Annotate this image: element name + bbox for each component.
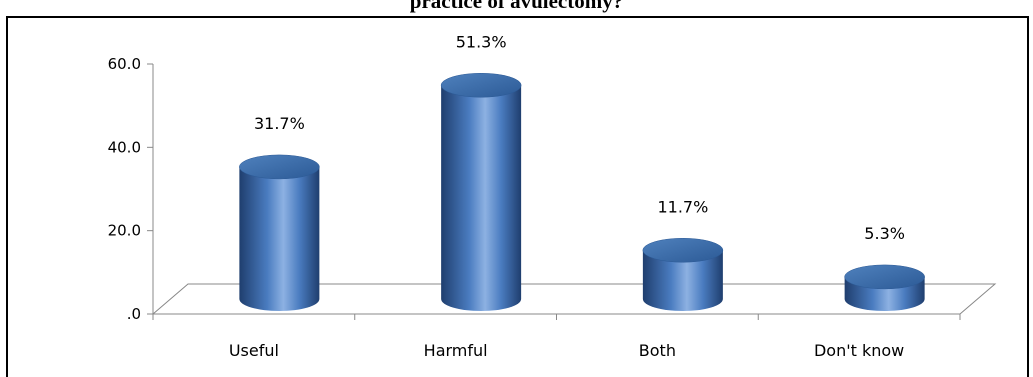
- bar: [642, 238, 724, 311]
- x-category-label: Don't know: [814, 341, 904, 360]
- y-tick-label: .0: [127, 305, 141, 323]
- bar-cap: [239, 154, 320, 180]
- axis-layer: .0 20.0 40.0 60.0: [108, 55, 961, 323]
- bar: [844, 264, 925, 311]
- floor-plane: [151, 283, 997, 315]
- bar-body: [239, 166, 320, 311]
- bar: [239, 154, 320, 311]
- chart-frame: [6, 16, 1029, 377]
- bar: [440, 73, 522, 311]
- bar-body: [441, 85, 522, 311]
- y-tick-label: 60.0: [108, 55, 141, 73]
- x-category-label: Useful: [229, 341, 279, 360]
- x-category-label: Both: [639, 341, 676, 360]
- bar-body: [642, 250, 723, 311]
- x-category-label: Harmful: [424, 341, 488, 360]
- bar-layer: [239, 73, 925, 311]
- y-tick-label: 40.0: [108, 138, 141, 156]
- data-label: 11.7%: [657, 197, 708, 216]
- label-layer: 31.7% Useful 51.3% Harmful 11.7% Both 5.3% Don'…: [229, 32, 905, 360]
- bar-cap: [440, 73, 522, 98]
- page-title: practice of avulectomy?: [409, 0, 624, 13]
- bar-cap: [844, 264, 925, 290]
- data-label: 51.3%: [456, 32, 507, 51]
- y-tick-label: 20.0: [108, 222, 141, 240]
- data-label: 31.7%: [254, 114, 305, 133]
- data-label: 5.3%: [864, 224, 905, 243]
- bar-cap: [642, 238, 724, 263]
- chart-floor: [151, 283, 997, 315]
